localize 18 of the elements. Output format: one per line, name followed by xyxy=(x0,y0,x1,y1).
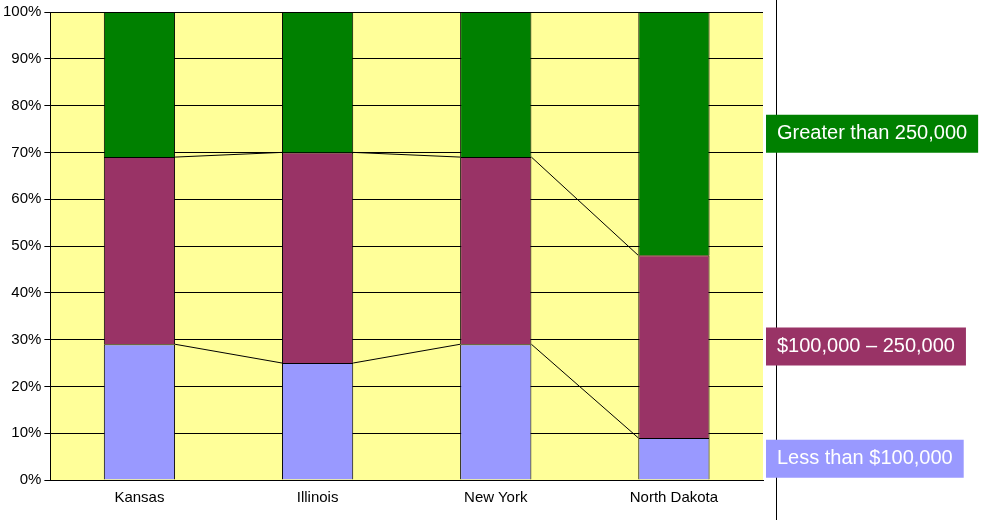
text: $100,000 – 250,000 xyxy=(777,334,955,357)
x-tick-label: North Dakota xyxy=(629,488,719,506)
text: Greater than 250,000 xyxy=(777,121,968,144)
x-tick-label: New York xyxy=(464,488,528,506)
y-tick-label: 40% xyxy=(11,282,42,300)
x-tick-label: Illinois xyxy=(296,488,339,506)
y-tick-label: 10% xyxy=(11,423,42,441)
y-tick-label: 0% xyxy=(19,470,42,488)
y-tick-label: 20% xyxy=(11,376,42,394)
y-tick-label: 50% xyxy=(11,236,42,254)
y-tick-label: 100% xyxy=(2,2,42,20)
y-tick-label: 30% xyxy=(11,329,42,347)
y-tick-label: 60% xyxy=(11,189,42,207)
y-tick-label: 90% xyxy=(11,48,42,66)
text: Less than $100,000 xyxy=(777,446,953,469)
y-tick-label: 70% xyxy=(11,142,42,160)
y-tick-label: 80% xyxy=(11,95,42,113)
x-tick-label: Kansas xyxy=(114,488,165,506)
